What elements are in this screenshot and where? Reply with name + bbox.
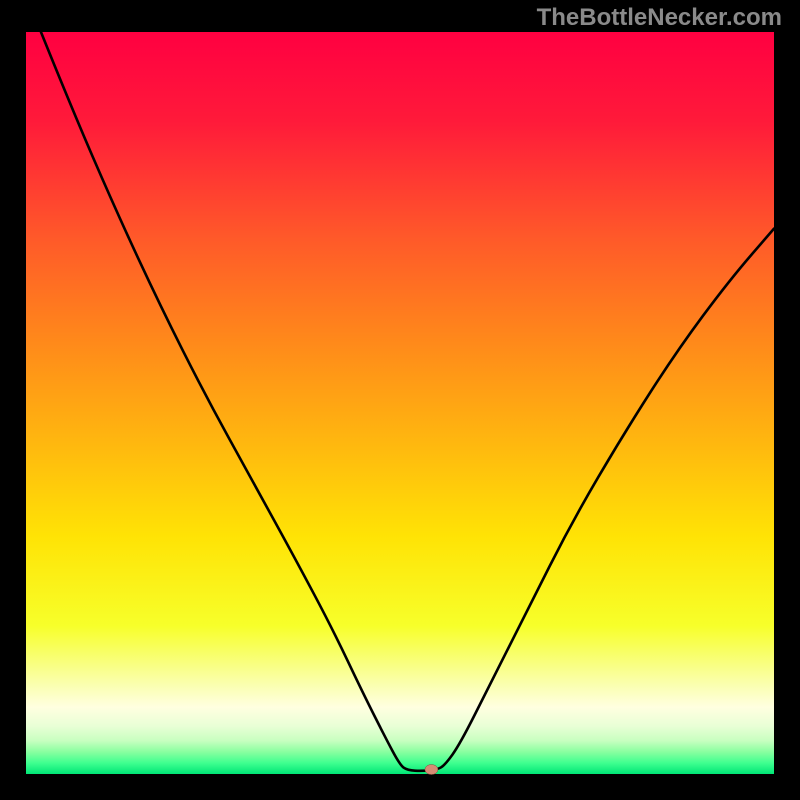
watermark-text: TheBottleNecker.com — [537, 4, 782, 32]
plot-area — [26, 32, 774, 774]
chart-container: TheBottleNecker.com — [0, 0, 800, 800]
